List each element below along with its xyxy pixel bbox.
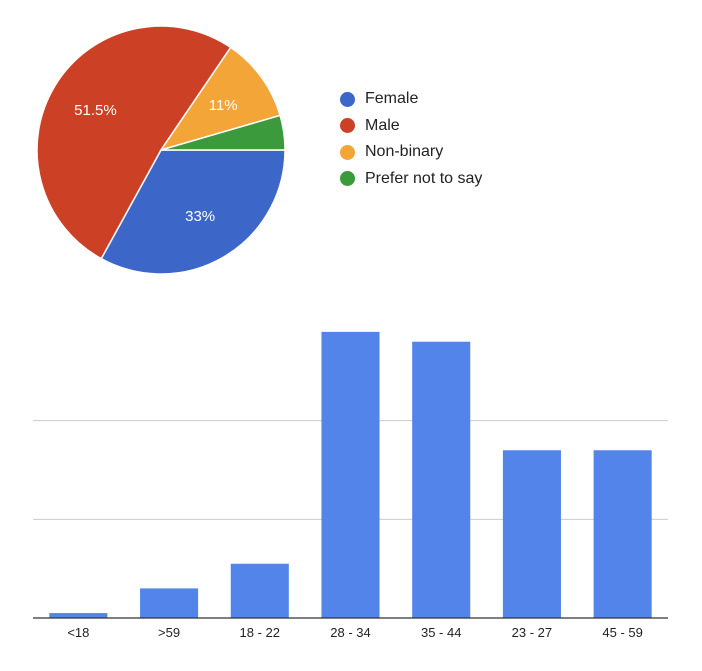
age-bar-chart: <18 >59 18 - 22 28 - 34 35 - 44 23 - 27 45 - 5… — [33, 331, 668, 640]
pie-label-non-binary: 11% — [209, 97, 238, 114]
bar-45-59 — [593, 450, 652, 618]
bar-35-44 — [412, 341, 471, 618]
pie-slice-female — [100, 149, 286, 275]
legend-swatch-male — [340, 118, 355, 134]
pie-label-male: 51.5% — [74, 102, 117, 119]
legend-item-non-binary: Non-binary — [340, 139, 482, 166]
bar-28-34 — [321, 331, 380, 618]
legend-label-male: Male — [365, 116, 400, 134]
legend-swatch-prefer-not-to-say — [340, 171, 355, 187]
legend-item-prefer-not-to-say: Prefer not to say — [340, 166, 482, 193]
x-tick-label: 45 - 59 — [602, 625, 642, 640]
gender-pie-chart: 33% 51.5% 11% — [36, 25, 286, 275]
x-tick-label: 28 - 34 — [330, 625, 370, 640]
bar-18-22 — [230, 563, 289, 618]
pie-slice-male — [36, 25, 232, 260]
legend-swatch-non-binary — [340, 144, 355, 160]
pie-slice-prefer-not-to-say — [160, 114, 286, 151]
legend-swatch-female — [340, 91, 355, 107]
x-tick-label: <18 — [67, 625, 89, 640]
x-tick-label: 35 - 44 — [421, 625, 461, 640]
x-tick-label: 18 - 22 — [240, 625, 280, 640]
pie-label-female: 33% — [185, 208, 215, 225]
pie-slice-non-binary — [159, 46, 282, 152]
x-tick-label: >59 — [158, 625, 180, 640]
bar-59 — [140, 588, 199, 618]
legend-label-non-binary: Non-binary — [365, 143, 444, 161]
legend-label-prefer-not-to-say: Prefer not to say — [365, 169, 483, 187]
pie-legend: Female Male Non-binary Prefer not to say — [340, 86, 482, 192]
bar-23-27 — [502, 450, 561, 618]
x-tick-label: 23 - 27 — [512, 625, 552, 640]
legend-label-female: Female — [365, 90, 419, 108]
legend-item-female: Female — [340, 86, 482, 113]
legend-item-male: Male — [340, 113, 482, 140]
bar-18 — [49, 613, 108, 618]
